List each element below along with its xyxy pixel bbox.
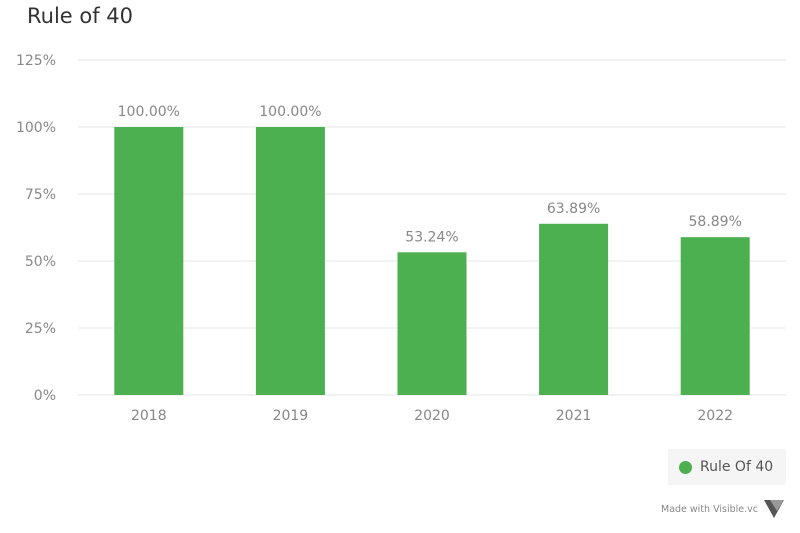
y-tick-label: 0% — [34, 388, 56, 404]
y-axis-ticks: 0% 25% 50% 75% 100% 125% — [16, 53, 56, 404]
bars — [114, 127, 750, 395]
data-labels: 100.00% 100.00% 53.24% 63.89% 58.89% — [118, 104, 742, 245]
x-tick-label: 2018 — [131, 408, 167, 424]
y-tick-label: 75% — [25, 187, 56, 203]
data-label: 100.00% — [118, 104, 180, 120]
bar — [114, 127, 184, 395]
data-label: 58.89% — [689, 214, 742, 230]
data-label: 100.00% — [259, 104, 321, 120]
visible-logo-icon — [764, 500, 784, 518]
bar-chart: 0% 25% 50% 75% 100% 125% 2018 2019 2020 2021 2022… — [16, 53, 786, 424]
legend-marker — [679, 460, 692, 474]
x-tick-label: 2019 — [273, 408, 309, 424]
y-tick-label: 100% — [16, 120, 56, 136]
footer-credit[interactable]: Made with Visible.vc — [661, 500, 784, 518]
chart-title: Rule of 40 — [27, 4, 134, 28]
legend-label: Rule Of 40 — [700, 459, 774, 475]
y-tick-label: 25% — [25, 321, 56, 337]
y-tick-label: 125% — [16, 53, 56, 69]
data-label: 53.24% — [405, 229, 458, 245]
footer-text: Made with Visible.vc — [661, 503, 758, 515]
x-tick-label: 2020 — [414, 408, 450, 424]
x-tick-label: 2021 — [556, 408, 592, 424]
bar — [680, 237, 750, 395]
bar — [397, 252, 467, 395]
bar — [255, 127, 325, 395]
x-tick-label: 2022 — [697, 408, 733, 424]
x-axis-ticks: 2018 2019 2020 2021 2022 — [131, 408, 733, 424]
y-tick-label: 50% — [25, 254, 56, 270]
data-label: 63.89% — [547, 201, 600, 217]
legend[interactable]: Rule Of 40 — [668, 449, 786, 485]
bar — [539, 223, 609, 395]
